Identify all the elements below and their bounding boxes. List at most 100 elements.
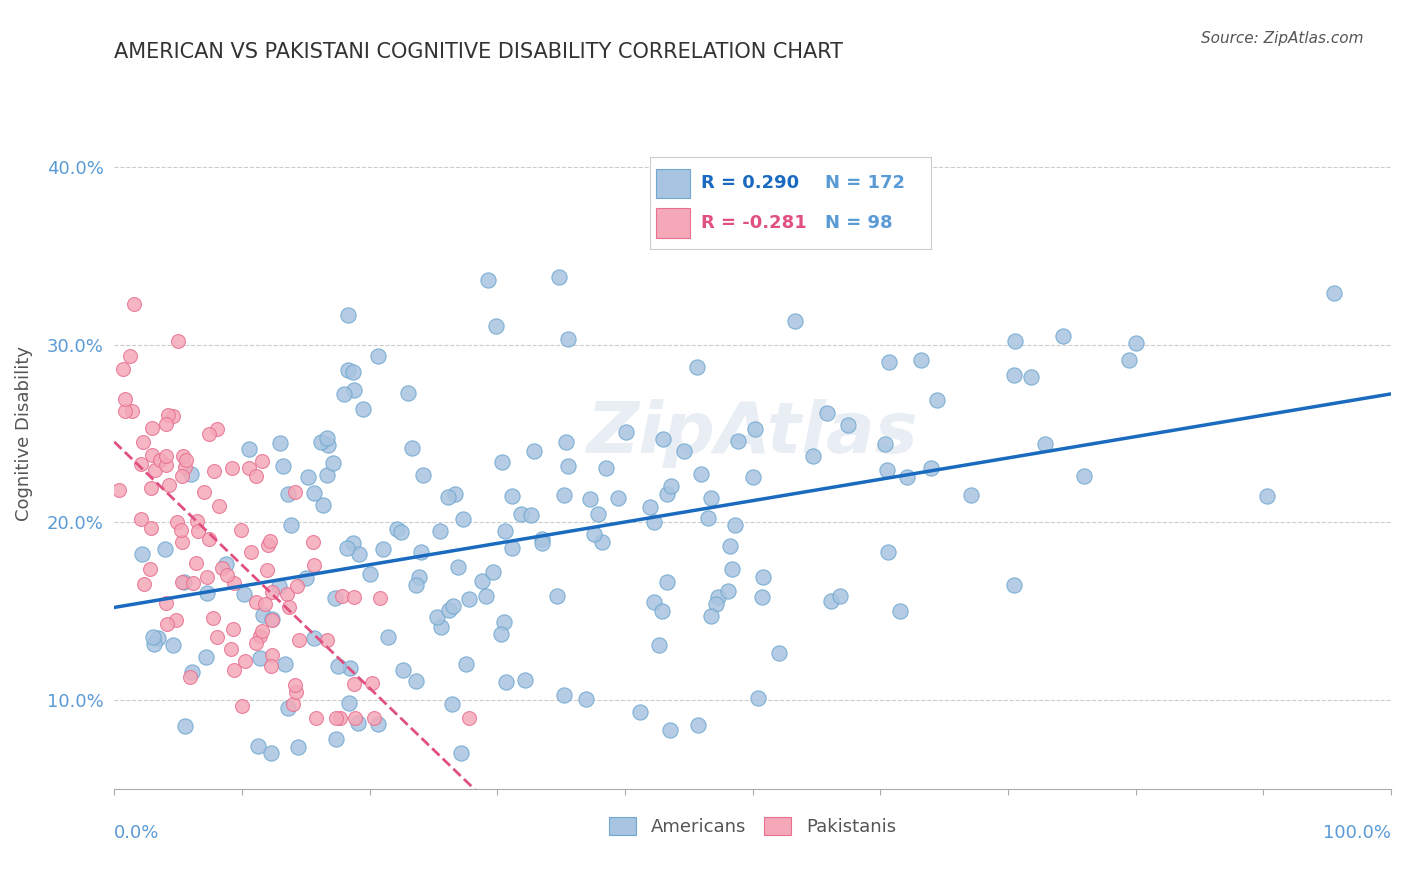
Point <box>747 690 769 705</box>
Point <box>658 723 681 737</box>
Point <box>277 487 299 501</box>
Point <box>254 598 277 612</box>
Point <box>172 469 194 483</box>
Point <box>274 657 297 671</box>
Point <box>1073 469 1095 483</box>
Point <box>727 434 749 449</box>
Point <box>1125 335 1147 350</box>
Point <box>429 524 451 538</box>
Point <box>187 524 209 538</box>
Point <box>1019 370 1042 384</box>
Point <box>1033 436 1056 450</box>
Point <box>342 365 364 379</box>
Point <box>294 571 316 585</box>
Point <box>607 491 630 505</box>
Point <box>704 597 727 611</box>
Point <box>700 491 723 506</box>
Point <box>121 404 143 418</box>
Point <box>222 664 245 678</box>
Point <box>696 511 718 525</box>
Point <box>329 710 352 724</box>
Point <box>167 334 190 348</box>
Point <box>520 508 543 523</box>
Point <box>673 443 696 458</box>
Point <box>651 604 673 618</box>
Point <box>262 648 284 662</box>
Point <box>153 541 176 556</box>
Point <box>278 600 301 615</box>
Point <box>114 404 136 418</box>
Point <box>231 523 253 537</box>
Point <box>322 456 344 470</box>
Point <box>257 538 280 552</box>
Point <box>262 613 284 627</box>
Point <box>280 517 302 532</box>
Point <box>457 592 479 607</box>
Point <box>231 698 253 713</box>
Point <box>330 589 353 603</box>
Point <box>180 467 202 481</box>
Point <box>172 449 194 463</box>
Point <box>501 541 523 556</box>
Point <box>426 610 449 624</box>
Point <box>131 434 153 449</box>
Point <box>349 547 371 561</box>
Point <box>401 442 423 456</box>
Point <box>245 635 267 649</box>
Point <box>837 418 859 433</box>
Point <box>343 384 366 398</box>
Point <box>959 488 981 502</box>
Point <box>198 427 221 442</box>
Point <box>131 547 153 561</box>
Point <box>546 589 568 603</box>
Point <box>657 487 679 501</box>
Point <box>245 595 267 609</box>
Point <box>595 461 617 475</box>
Point <box>343 590 366 604</box>
Point <box>146 631 169 645</box>
Point <box>389 524 412 539</box>
Point <box>359 566 381 581</box>
Point <box>579 492 602 507</box>
Point <box>173 574 195 589</box>
Point <box>245 468 267 483</box>
Point <box>718 539 741 553</box>
Point <box>207 422 229 436</box>
Point <box>477 273 499 287</box>
Point <box>343 677 366 691</box>
Point <box>339 661 361 675</box>
Point <box>744 422 766 436</box>
Point <box>457 710 479 724</box>
Point <box>555 434 578 449</box>
Point <box>686 717 709 731</box>
Point <box>235 654 257 668</box>
Point <box>155 417 177 432</box>
Point <box>742 470 765 484</box>
Point <box>643 595 665 609</box>
Point <box>685 360 707 375</box>
Point <box>441 599 464 613</box>
Point <box>141 421 163 435</box>
Point <box>689 467 711 482</box>
Point <box>495 674 517 689</box>
Point <box>198 533 221 547</box>
Point <box>586 507 609 521</box>
Point <box>179 670 201 684</box>
Point <box>575 692 598 706</box>
Point <box>259 534 281 549</box>
Point <box>181 576 204 591</box>
Point <box>302 486 325 500</box>
Point <box>1052 329 1074 343</box>
Point <box>706 591 728 605</box>
Point <box>285 579 308 593</box>
Point <box>367 350 389 364</box>
Point <box>489 627 512 641</box>
Point <box>638 500 661 514</box>
Point <box>260 746 283 760</box>
Point <box>720 562 742 576</box>
Point <box>262 612 284 626</box>
Point <box>277 701 299 715</box>
Point <box>165 614 187 628</box>
Point <box>482 565 505 579</box>
Point <box>396 386 419 401</box>
